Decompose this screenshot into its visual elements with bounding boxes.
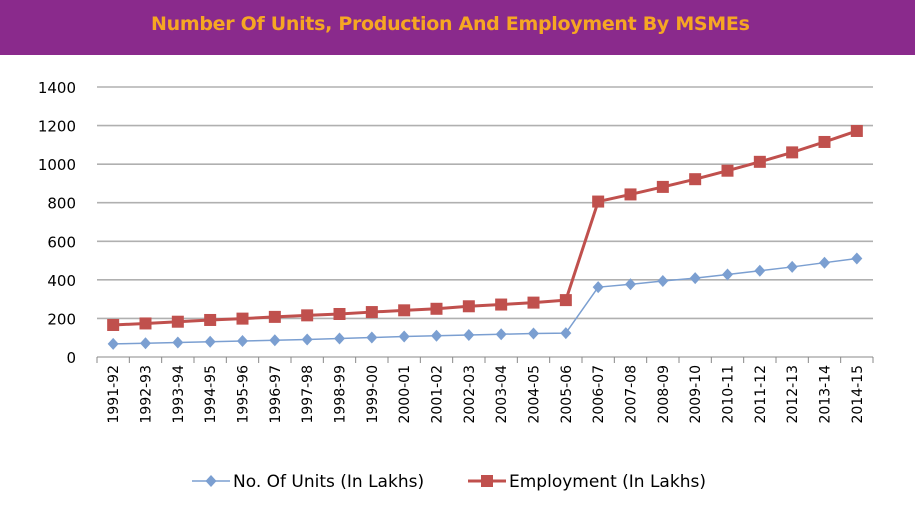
data-point [689, 173, 702, 186]
data-point [431, 329, 442, 342]
data-point [818, 135, 831, 148]
data-point [334, 332, 345, 345]
x-tick-label: 2001-02 [430, 365, 446, 424]
data-point [333, 307, 346, 320]
data-point [786, 146, 799, 159]
x-tick-label: 1999-00 [365, 365, 381, 424]
series-line [113, 129, 858, 327]
x-tick-label: 2007-08 [624, 365, 640, 424]
data-point [463, 329, 475, 342]
data-point [398, 304, 411, 317]
data-point [625, 278, 636, 291]
data-point [171, 315, 184, 328]
data-point [301, 309, 314, 322]
y-tick-label: 600 [47, 233, 76, 251]
data-point [754, 264, 766, 277]
data-point [592, 281, 604, 294]
data-point [430, 302, 443, 315]
x-tick-label: 2010-11 [721, 365, 737, 424]
data-point [268, 310, 281, 323]
series-0 [107, 252, 863, 350]
x-tick-label: 1994-95 [203, 365, 219, 424]
y-tick-label: 200 [47, 310, 76, 328]
x-tick-label: 1992-93 [139, 365, 155, 424]
data-point [140, 337, 151, 350]
data-point [721, 164, 734, 177]
data-point [236, 312, 249, 325]
y-axis: 0 200 400 600 800 1000 1200 1400 [38, 79, 76, 367]
data-point [495, 328, 507, 341]
data-point [237, 334, 248, 347]
series-group [107, 124, 863, 350]
x-tick-label: 1996-97 [268, 365, 284, 424]
data-point [269, 334, 281, 347]
data-point [560, 327, 572, 340]
data-point [172, 336, 184, 349]
x-tick-label: 1995-96 [236, 365, 252, 424]
line-chart: 0 200 400 600 800 1000 1200 1400 1991-92 1992-93… [38, 79, 874, 492]
x-tick-label: 1998-99 [333, 365, 349, 424]
data-point [559, 294, 572, 307]
legend-item: No. Of Units (In Lakhs) [192, 472, 424, 492]
x-tick-label: 2011-12 [753, 365, 769, 424]
y-tick-label: 0 [66, 349, 76, 367]
data-point [366, 331, 378, 344]
data-point [850, 124, 863, 137]
x-tick-label: 2008-09 [656, 365, 672, 424]
x-tick-label: 2000-01 [397, 365, 413, 424]
x-tick-label: 2014-15 [850, 365, 866, 424]
x-axis: 1991-92 1992-93 1993-94 1994-95 1995-96 1996-… [96, 357, 874, 424]
data-point [722, 268, 733, 281]
legend-item: Employment (In Lakhs) [468, 472, 706, 492]
legend-marker [205, 475, 217, 487]
chart-area: 0 200 400 600 800 1000 1200 1400 1991-92 1992-93… [0, 55, 915, 520]
data-point [365, 306, 378, 319]
data-point [495, 298, 508, 311]
data-point [204, 335, 216, 348]
x-tick-label: 1991-92 [106, 365, 122, 424]
data-point [786, 260, 798, 273]
y-tick-label: 1000 [38, 156, 76, 174]
y-tick-label: 800 [47, 195, 76, 213]
data-point [851, 252, 863, 265]
legend: No. Of Units (In Lakhs) Employment (In La… [192, 472, 706, 492]
y-tick-label: 1200 [38, 118, 76, 136]
chart-title: Number Of Units, Production And Employme… [151, 13, 750, 35]
series-1 [107, 124, 863, 331]
data-point [107, 337, 119, 350]
series-line [113, 257, 857, 345]
y-tick-label: 1400 [38, 79, 76, 97]
x-tick-label: 2003-04 [494, 365, 510, 424]
x-tick-label: 2013-14 [818, 365, 834, 424]
data-point [528, 327, 539, 340]
data-point [753, 155, 766, 168]
data-point [527, 296, 540, 309]
x-tick-label: 2002-03 [462, 365, 478, 424]
legend-label: No. Of Units (In Lakhs) [233, 472, 424, 492]
data-point [624, 188, 637, 201]
y-tick-label: 400 [47, 272, 76, 290]
data-point [656, 180, 669, 193]
data-point [689, 272, 701, 285]
data-point [301, 333, 313, 346]
data-point [462, 300, 475, 313]
x-tick-label: 2009-10 [688, 365, 704, 424]
x-tick-label: 1993-94 [171, 365, 187, 424]
data-point [592, 195, 605, 208]
x-tick-label: 2004-05 [527, 365, 543, 424]
x-tick-label: 2005-06 [559, 365, 575, 424]
data-point [204, 313, 217, 326]
x-tick-label: 2006-07 [591, 365, 607, 424]
x-tick-label: 2012-13 [785, 365, 801, 424]
title-banner: Number Of Units, Production And Employme… [0, 0, 915, 55]
data-point [657, 275, 669, 288]
x-tick-label: 1997-98 [300, 365, 316, 424]
legend-label: Employment (In Lakhs) [509, 472, 706, 492]
data-point [139, 317, 152, 330]
legend-marker [481, 475, 493, 487]
data-point [819, 256, 830, 269]
data-point [107, 318, 120, 331]
data-point [398, 330, 410, 343]
